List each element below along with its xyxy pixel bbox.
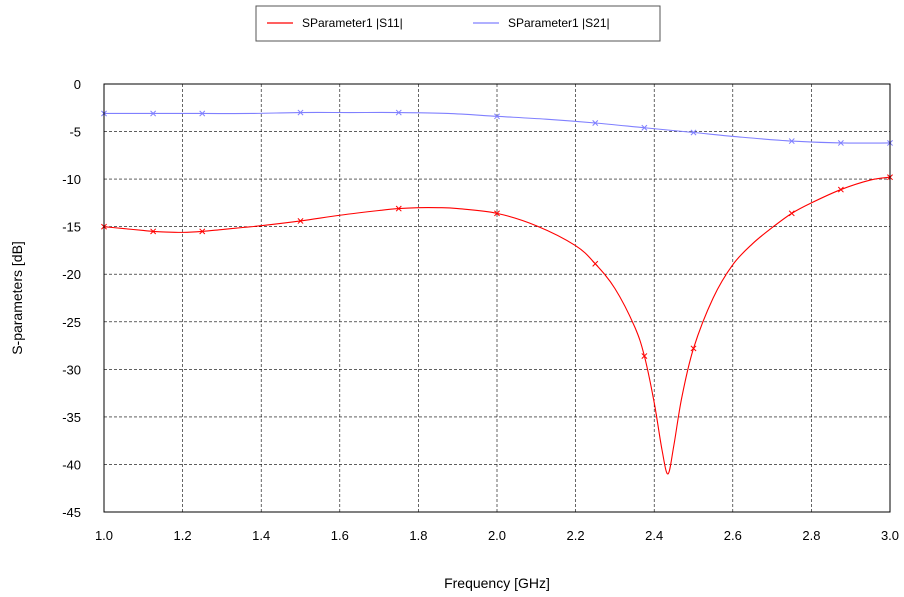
- series-marker-s21: [592, 120, 599, 126]
- series-marker-s21: [297, 109, 304, 116]
- y-tick-label: -35: [62, 410, 81, 425]
- x-tick-label: 3.0: [881, 528, 899, 543]
- x-tick-label: 1.4: [252, 528, 270, 543]
- series-marker-s21: [641, 124, 648, 131]
- y-tick-label: -45: [62, 505, 81, 520]
- x-tick-label: 2.8: [802, 528, 820, 543]
- series-marker-s21: [199, 110, 206, 117]
- plot-frame: [103, 83, 891, 513]
- y-tick-label: 0: [74, 77, 81, 92]
- x-axis-label: Frequency [GHz]: [444, 575, 550, 591]
- series-marker-s11: [788, 210, 795, 217]
- x-tick-label: 2.4: [645, 528, 663, 543]
- x-tick-label: 1.2: [174, 528, 192, 543]
- series-marker-s21: [395, 109, 402, 116]
- plot-background: [104, 84, 890, 512]
- series-marker-s11: [150, 228, 157, 235]
- x-tick-label: 2.6: [724, 528, 742, 543]
- series-line-s11: [103, 176, 891, 475]
- plot-area: 1.0 1.2 1.4 1.6 1.8 2.0 2.2 2.4 2.6 2.8 3.0 0 -5 -10…: [62, 77, 899, 543]
- series-marker-s11: [837, 186, 844, 193]
- grid: [104, 84, 890, 512]
- y-tick-label: -20: [62, 267, 81, 282]
- y-tick-label: -5: [69, 125, 81, 140]
- series-marker-s21: [150, 110, 157, 117]
- x-tick-labels: 1.0 1.2 1.4 1.6 1.8 2.0 2.2 2.4 2.6 2.8 3.0: [95, 528, 899, 543]
- series-marker-s11: [592, 260, 599, 267]
- x-tick-label: 1.8: [409, 528, 427, 543]
- series-marker-s11: [641, 353, 648, 359]
- series-marker-s21: [837, 140, 844, 146]
- series-marker-s11: [297, 218, 304, 224]
- series-marker-s11: [395, 205, 402, 212]
- x-tick-label: 1.0: [95, 528, 113, 543]
- series-marker-s21: [788, 138, 795, 145]
- series-marker-s11: [494, 210, 500, 217]
- series-marker-s21: [494, 113, 500, 120]
- legend-box: [255, 5, 661, 42]
- y-axis-label: S-parameters [dB]: [9, 241, 25, 355]
- x-tick-label: 2.0: [488, 528, 506, 543]
- y-tick-label: -40: [62, 457, 81, 472]
- y-tick-label: -30: [62, 362, 81, 377]
- x-tick-label: 1.6: [331, 528, 349, 543]
- series-marker-s21: [690, 129, 697, 136]
- y-tick-labels: 0 -5 -10 -15 -20 -25 -30 -35 -40 -45: [62, 77, 81, 520]
- x-tick-label: 2.2: [567, 528, 585, 543]
- legend-label-s11: SParameter1 |S11|: [302, 16, 403, 30]
- series-marker-s11: [199, 228, 206, 235]
- y-tick-label: -10: [62, 172, 81, 187]
- legend-label-s21: SParameter1 |S21|: [508, 16, 610, 30]
- series-marker-s11: [690, 345, 697, 352]
- legend: SParameter1 |S11| SParameter1 |S21|: [255, 5, 661, 42]
- y-tick-label: -15: [62, 220, 81, 235]
- y-tick-label: -25: [62, 315, 81, 330]
